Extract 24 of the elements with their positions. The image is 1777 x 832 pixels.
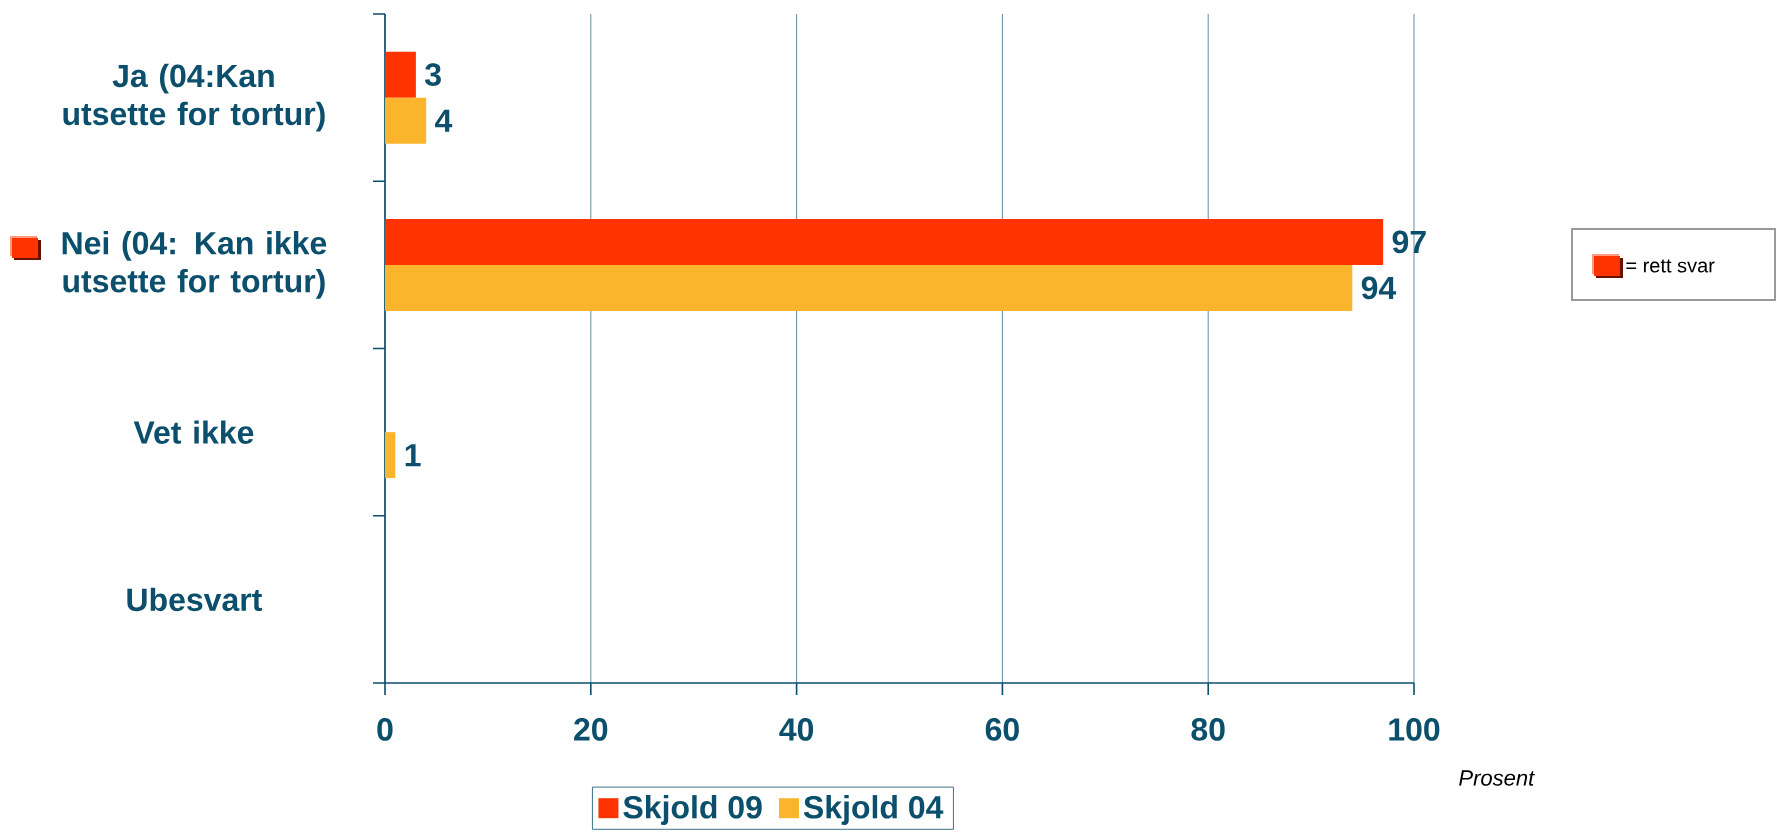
legend-label: Skjold 04 [803,795,944,825]
y-tick-label: Vet ikke [133,420,254,444]
legend-label: Skjold 09 [623,795,762,825]
bar [385,97,427,144]
x-tick-label: 40 [779,718,814,741]
data-label: 4 [435,109,453,132]
x-tick-label: 100 [1389,718,1440,741]
x-axis-title: Prosent [1459,770,1535,786]
data-label: 3 [425,63,441,86]
bar [385,264,1353,311]
x-tick-label: 20 [574,718,608,741]
y-tick-label: Ubesvart [127,587,262,612]
data-label: 97 [1392,230,1426,254]
bar [385,432,396,479]
y-tick-label: Nei (04: Kan ikke utsette for tortur) [62,230,327,299]
text: = rett svar [1626,259,1715,273]
x-tick-label: 0 [377,718,393,741]
bar [385,51,416,98]
bar [385,218,1384,265]
x-tick-label: 60 [985,718,1019,741]
x-tick-label: 80 [1191,718,1225,741]
y-tick-label: Ja (04:Kan utsette for tortur) [63,63,325,132]
data-label: 94 [1361,276,1397,300]
data-label: 1 [405,444,421,467]
